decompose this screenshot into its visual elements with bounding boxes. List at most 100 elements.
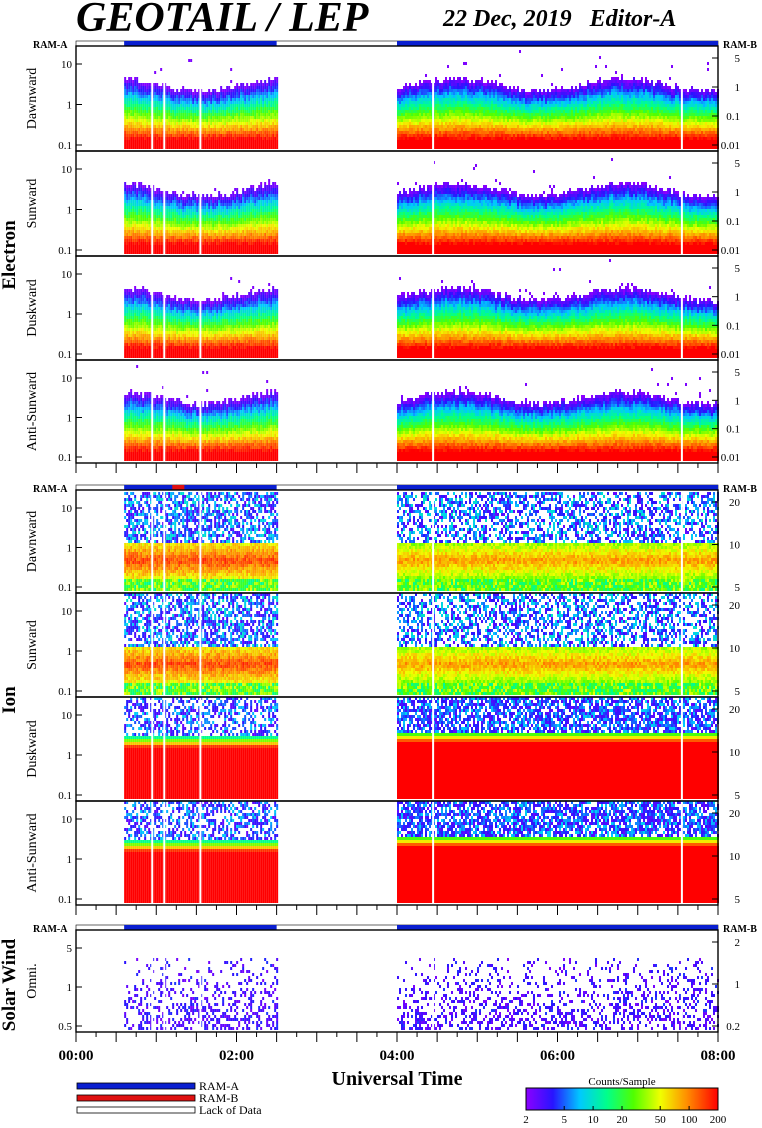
spectrogram-cell <box>134 95 136 98</box>
spectrogram-cell <box>240 92 242 95</box>
spectrogram-cell <box>144 86 146 89</box>
spectrogram-cell <box>212 140 214 143</box>
spectrogram-cell <box>146 113 148 116</box>
spectrogram-cell <box>483 101 485 104</box>
spectrogram-cell <box>449 116 451 119</box>
spectrogram-cell <box>447 80 449 83</box>
spectrogram-cell <box>176 146 178 149</box>
spectrogram-cell <box>142 104 144 107</box>
spectrogram-cell <box>491 137 493 140</box>
spectrogram-cell <box>409 134 411 137</box>
spectrogram-cell <box>226 95 228 98</box>
spectrogram-cell <box>174 137 176 140</box>
spectrogram-cell <box>220 146 222 149</box>
spectrogram-cell <box>477 131 479 134</box>
spectrogram-cell <box>443 92 445 95</box>
spectrogram-cell <box>226 113 228 116</box>
spectrogram-cell <box>156 92 158 95</box>
spectrogram-cell <box>411 101 413 104</box>
spectrogram-cell <box>457 143 459 146</box>
spectrogram-cell <box>174 116 176 119</box>
spectrogram-cell <box>467 89 469 92</box>
spectrogram-cell <box>168 134 170 137</box>
spectrogram-cell <box>204 137 206 140</box>
spectrogram-cell <box>465 92 467 95</box>
spectrogram-cell <box>407 137 409 140</box>
spectrogram-cell <box>477 104 479 107</box>
spectrogram-cell <box>483 98 485 101</box>
spectrogram-cell <box>206 113 208 116</box>
spectrogram-cell <box>248 92 250 95</box>
spectrogram-cell <box>411 89 413 92</box>
spectrogram-cell <box>134 80 136 83</box>
spectrogram-cell <box>214 131 216 134</box>
spectrogram-cell <box>242 107 244 110</box>
spectrogram-cell <box>481 134 483 137</box>
spectrogram-cell <box>264 119 266 122</box>
spectrogram-cell <box>409 83 411 86</box>
spectrogram-cell <box>493 134 495 137</box>
spectrogram-cell <box>202 140 204 143</box>
spectrogram-cell <box>485 107 487 110</box>
spectrogram-cell <box>455 137 457 140</box>
spectrogram-cell <box>262 143 264 146</box>
spectrogram-cell <box>236 143 238 146</box>
spectrogram-cell <box>276 119 278 122</box>
spectrogram-cell <box>204 92 206 95</box>
spectrogram-cell <box>266 98 268 101</box>
spectrogram-cell <box>479 116 481 119</box>
spectrogram-cell <box>419 110 421 113</box>
spectrogram-cell <box>479 107 481 110</box>
spectrogram-cell <box>439 128 441 131</box>
spectrogram-cell <box>178 116 180 119</box>
spectrogram-cell <box>413 140 415 143</box>
spectrogram-cell <box>471 83 473 86</box>
spectrogram-cell <box>256 107 258 110</box>
spectrogram-cell <box>449 89 451 92</box>
spectrogram-cell <box>182 113 184 116</box>
spectrogram-cell <box>501 98 503 101</box>
spectrogram-cell <box>270 92 272 95</box>
spectrogram-cell <box>453 143 455 146</box>
spectrogram-cell <box>126 143 128 146</box>
spectrogram-cell <box>148 107 150 110</box>
spectrogram-cell <box>204 104 206 107</box>
spectrogram-cell <box>266 104 268 107</box>
spectrogram-cell <box>238 86 240 89</box>
spectrogram-cell <box>443 128 445 131</box>
spectrogram-cell <box>473 146 475 149</box>
spectrogram-cell <box>429 140 431 143</box>
spectrogram-cell <box>423 113 425 116</box>
spectrogram-cell <box>196 101 198 104</box>
spectrogram-cell <box>493 122 495 125</box>
spectrogram-cell <box>399 140 401 143</box>
spectrogram-cell <box>148 101 150 104</box>
spectrogram-cell <box>453 140 455 143</box>
spectrogram-cell <box>132 137 134 140</box>
spectrogram-cell <box>467 83 469 86</box>
spectrogram-cell <box>224 116 226 119</box>
spectrogram-cell <box>172 146 174 149</box>
spectrogram-cell <box>210 131 212 134</box>
spectrogram-cell <box>208 116 210 119</box>
spectrogram-cell <box>475 140 477 143</box>
spectrogram-cell <box>479 131 481 134</box>
spectrogram-cell <box>409 113 411 116</box>
spectrogram-cell <box>244 92 246 95</box>
spectrogram-cell <box>212 110 214 113</box>
spectrogram-cell <box>142 113 144 116</box>
spectrogram-cell <box>174 119 176 122</box>
spectrogram-cell <box>425 140 427 143</box>
spectrogram-cell <box>176 125 178 128</box>
spectrogram-cell <box>216 104 218 107</box>
spectrogram-cell <box>455 116 457 119</box>
spectrogram-cell <box>260 122 262 125</box>
spectrogram-cell <box>260 116 262 119</box>
spectrogram-cell <box>204 134 206 137</box>
spectrogram-cell <box>429 92 431 95</box>
spectrogram-cell <box>130 113 132 116</box>
spectrogram-cell <box>236 92 238 95</box>
spectrogram-cell <box>449 107 451 110</box>
spectrogram-cell <box>451 107 453 110</box>
spectrogram-cell <box>228 140 230 143</box>
